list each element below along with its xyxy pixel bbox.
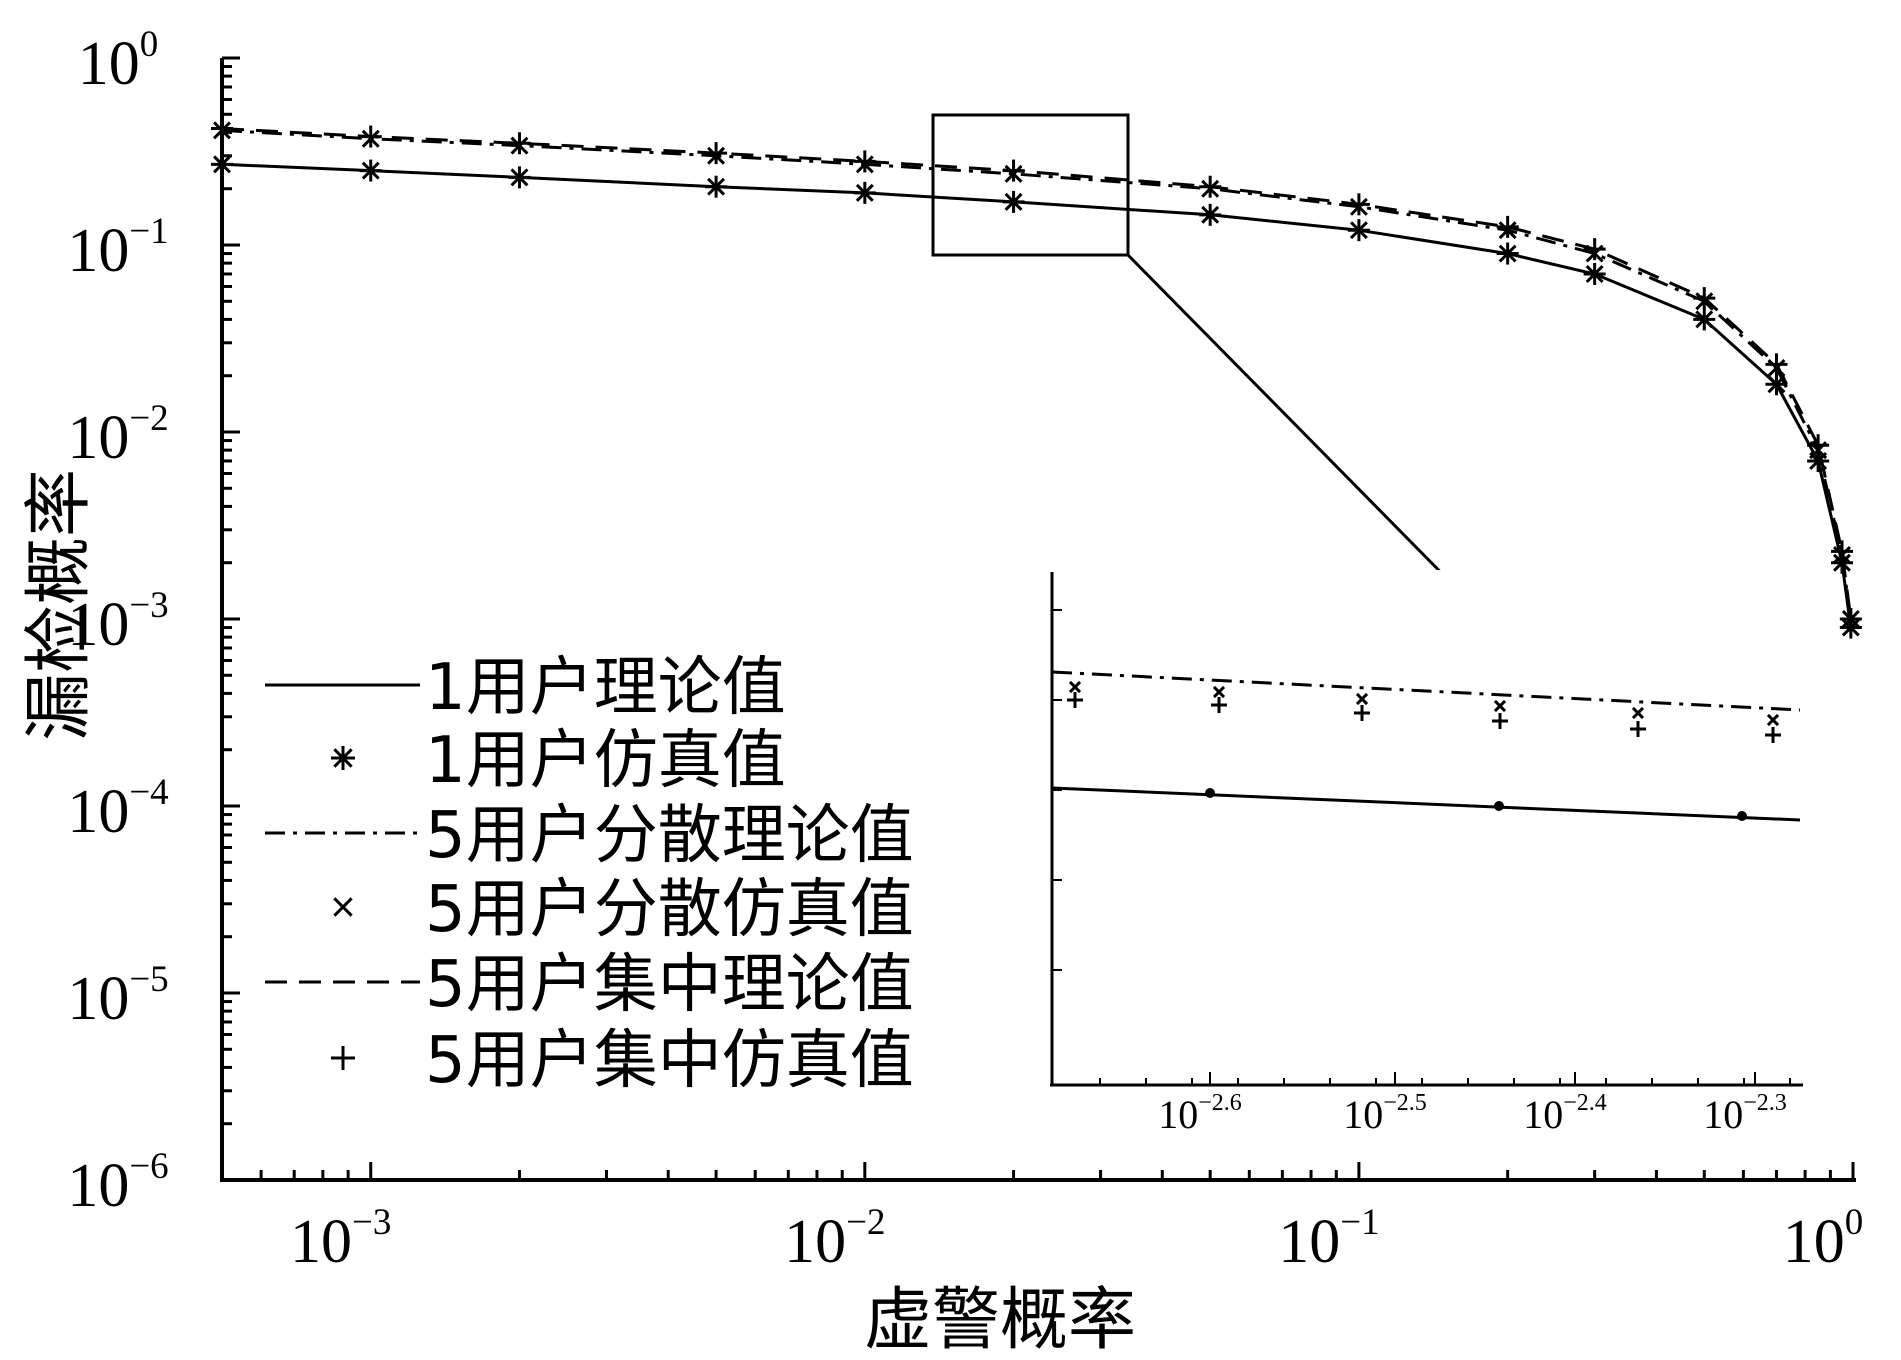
series-marker <box>359 159 382 182</box>
inset-ticks: 10−2.6 10−2.5 10−2.4 10−2.3 <box>1052 609 1791 1137</box>
series-marker <box>1496 242 1519 265</box>
y-tick-label: 10−3 <box>67 585 168 659</box>
series-marker <box>1347 219 1370 242</box>
series-marker <box>1002 190 1025 213</box>
inset-marker-x <box>1631 706 1645 720</box>
series-marker <box>1583 238 1606 261</box>
inset-marker-x <box>1355 692 1369 706</box>
x-tick-label: 10−1 <box>1278 1202 1379 1276</box>
series-marker <box>1199 175 1222 198</box>
series-marker <box>1199 203 1222 226</box>
series-marker <box>1496 215 1519 238</box>
series-line <box>221 162 1853 628</box>
legend-label: 1用户理论值 <box>425 651 786 725</box>
series-marker <box>508 132 531 155</box>
legend-label: 1用户仿真值 <box>425 724 786 798</box>
series-marker <box>1765 353 1788 376</box>
inset-marker-dot <box>1205 788 1215 798</box>
inset-marker-x <box>1766 713 1780 727</box>
inset-marker-plus <box>1765 727 1781 743</box>
legend-marker <box>333 897 353 917</box>
inset-background <box>1048 570 1803 1090</box>
y-axis-title: 漏检概率 <box>20 469 99 741</box>
series-marker <box>853 181 876 204</box>
y-tick-label: 10−5 <box>67 959 168 1033</box>
legend-marker <box>331 746 355 770</box>
inset-line-dispersed <box>1051 670 1801 712</box>
y-tick-label: 100 <box>78 24 159 98</box>
series-marker <box>359 125 382 148</box>
legend: 1用户理论值1用户仿真值5用户分散理论值5用户分散仿真值5用户集中理论值5用户集… <box>265 651 914 1098</box>
inset-marker-plus <box>1354 705 1370 721</box>
series-marker <box>508 166 531 189</box>
legend-label: 5用户集中仿真值 <box>425 1024 914 1098</box>
y-tick-label: 10−2 <box>67 398 168 472</box>
inset-plot: 10−2.6 10−2.5 10−2.4 10−2.3 <box>1048 570 1803 1137</box>
x-tick-label: 100 <box>1783 1202 1864 1276</box>
x-axis-title: 虚警概率 <box>864 1281 1136 1360</box>
inset-marker-plus <box>1211 697 1227 713</box>
y-tick-label: 10−1 <box>67 211 168 285</box>
tick-marks <box>220 56 1855 1182</box>
series-marker <box>1693 287 1716 310</box>
zoom-arrow-line <box>1126 253 1480 612</box>
inset-line-single <box>1051 786 1801 822</box>
series-marker <box>1830 540 1853 563</box>
series-marker <box>1807 434 1830 457</box>
series-marker <box>1693 308 1716 331</box>
legend-label: 5用户分散理论值 <box>425 799 914 873</box>
inset-marker-plus <box>1630 721 1646 737</box>
inset-marker-x <box>1493 699 1507 713</box>
series-marker <box>1583 262 1606 285</box>
y-tick-label: 10−4 <box>67 772 168 846</box>
series-marker <box>1002 159 1025 182</box>
inset-marker-x <box>1212 685 1226 699</box>
inset-marker-plus <box>1067 692 1083 708</box>
inset-marker-dot <box>1494 801 1504 811</box>
plot-series-area <box>211 117 1862 639</box>
legend-marker <box>331 1046 355 1070</box>
x-tick-label: 10−2 <box>784 1202 885 1276</box>
inset-x-tick-label: 10−2.5 <box>1343 1090 1427 1137</box>
inset-marker-plus <box>1492 713 1508 729</box>
x-tick-label: 10−3 <box>290 1202 391 1276</box>
inset-x-tick-label: 10−2.4 <box>1523 1090 1607 1137</box>
series-marker <box>1839 608 1862 630</box>
series-marker <box>705 175 728 198</box>
series-marker <box>853 150 876 173</box>
series-marker <box>705 142 728 165</box>
zoom-box <box>931 113 1130 257</box>
inset-x-tick-label: 10−2.6 <box>1158 1090 1242 1137</box>
series-marker <box>1347 193 1370 216</box>
inset-series <box>1051 670 1801 822</box>
inset-x-tick-label: 10−2.3 <box>1703 1090 1787 1137</box>
inset-marker-x <box>1068 680 1082 694</box>
legend-label: 5用户集中理论值 <box>425 948 914 1022</box>
tick-labels: 10−3 10−2 10−1 100 100 10−1 10−2 10−3 10−4 10−5 10… <box>67 24 1863 1276</box>
inset-marker-dot <box>1737 811 1747 821</box>
y-tick-label: 10−6 <box>67 1146 168 1220</box>
legend-label: 5用户分散仿真值 <box>425 873 914 947</box>
